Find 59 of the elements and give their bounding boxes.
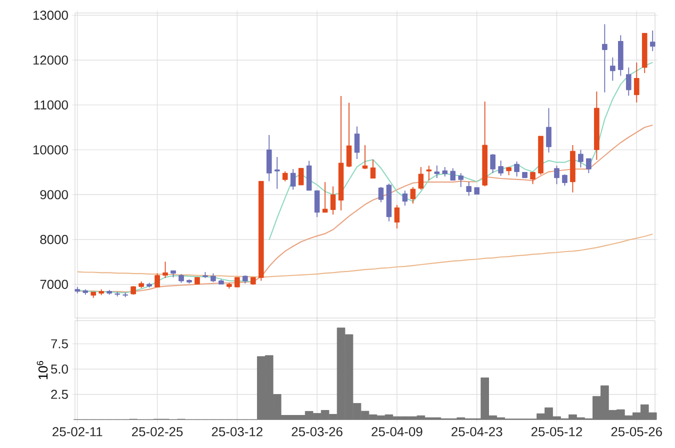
candlestick <box>458 172 464 188</box>
candlestick <box>346 102 352 168</box>
candlestick <box>330 186 336 216</box>
candlestick <box>282 170 288 182</box>
x-tick-label: 25-02-25 <box>132 427 183 436</box>
candlestick <box>434 165 440 179</box>
candlestick <box>402 190 408 206</box>
candlestick <box>234 276 240 288</box>
candlestick <box>610 56 616 82</box>
candlestick <box>162 261 168 279</box>
y-tick-label: 7000 <box>40 280 68 289</box>
candlestick <box>602 24 608 93</box>
y-tick-label: 10000 <box>33 145 68 154</box>
candlestick <box>266 134 272 182</box>
y-tick-label: 11000 <box>34 100 68 110</box>
x-tick-label: 25-02-11 <box>52 427 102 436</box>
candlestick <box>490 154 496 174</box>
candlestick <box>298 168 304 186</box>
candlestick <box>578 149 584 168</box>
candlestick <box>466 181 472 196</box>
candlestick <box>546 108 552 153</box>
candlestick <box>514 161 520 177</box>
y-tick-label: 5.0 <box>50 364 68 374</box>
candlestick <box>154 272 160 288</box>
candlestick <box>450 168 456 181</box>
candlestick <box>562 174 568 186</box>
candlestick <box>410 186 416 204</box>
candlestick <box>418 166 424 190</box>
candlestick <box>354 126 360 160</box>
y-tick-label: 7.5 <box>51 339 68 348</box>
x-tick-label: 25-05-26 <box>611 427 662 436</box>
candlestick <box>586 158 592 174</box>
candlestick <box>378 186 384 203</box>
x-tick-label: 25-03-26 <box>292 427 342 436</box>
x-tick-label: 25-03-12 <box>212 427 262 436</box>
candlestick <box>322 182 328 213</box>
candlestick <box>634 62 640 103</box>
candlestick <box>554 165 560 185</box>
x-tick-label: 25-05-12 <box>531 427 582 436</box>
candlestick <box>370 159 376 179</box>
y-tick-label: 9000 <box>40 190 68 200</box>
x-tick-label: 25-04-09 <box>372 427 422 436</box>
candlestick <box>314 190 320 218</box>
x-tick-label: 25-04-23 <box>452 427 502 436</box>
y-tick-label: 2.5 <box>51 390 68 399</box>
y-tick-label: 12000 <box>33 56 68 65</box>
y-tick-label: 8000 <box>40 234 68 244</box>
candlestick <box>650 30 656 52</box>
candlestick <box>362 144 368 170</box>
y-tick-label: 13000 <box>33 10 68 20</box>
candlestick <box>530 172 536 185</box>
candlestick <box>442 166 448 177</box>
candlestick <box>498 160 504 176</box>
candlestick <box>290 168 296 190</box>
candlestick <box>394 204 400 229</box>
candlestick <box>426 165 432 181</box>
y-axis-title: 10$^{6}$ <box>36 361 48 380</box>
candlestick <box>626 67 632 96</box>
candlestick <box>274 156 280 190</box>
